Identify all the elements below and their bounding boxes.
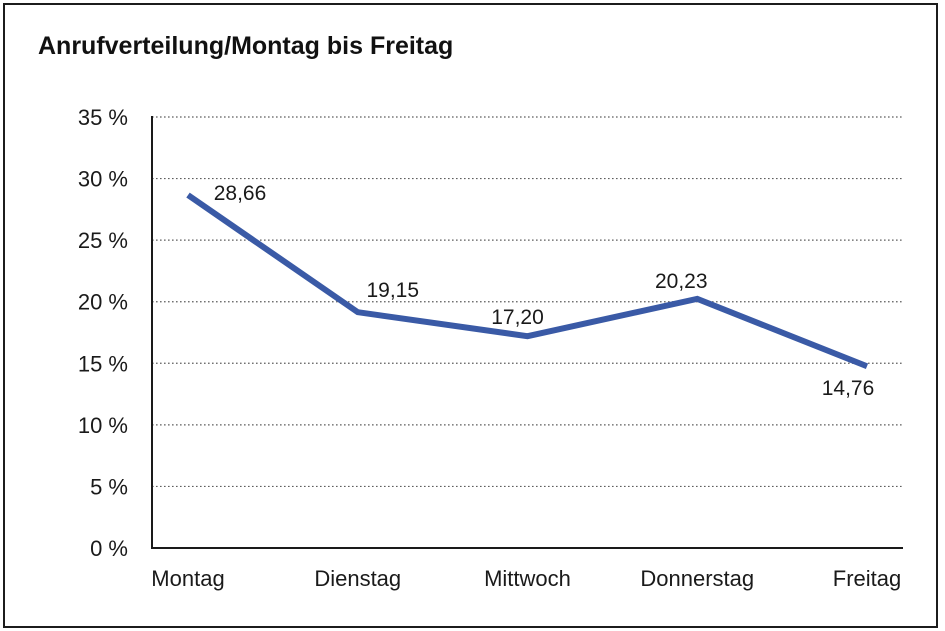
y-tick-label: 5 % [90, 474, 128, 499]
data-point-label: 20,23 [655, 270, 708, 293]
x-category-label: Montag [151, 566, 224, 591]
y-tick-label: 15 % [78, 351, 128, 376]
y-tick-label: 0 % [90, 536, 128, 561]
x-category-label: Donnerstag [640, 566, 754, 591]
y-tick-label: 25 % [78, 228, 128, 253]
chart-title: Anrufverteilung/Montag bis Freitag [38, 32, 454, 60]
data-point-label: 14,76 [822, 377, 875, 400]
x-category-label: Dienstag [314, 566, 401, 591]
data-point-label: 17,20 [491, 306, 544, 329]
y-tick-label: 30 % [78, 167, 128, 192]
y-tick-label: 10 % [78, 413, 128, 438]
y-tick-label: 35 % [78, 105, 128, 130]
y-tick-label: 20 % [78, 290, 128, 315]
x-category-label: Freitag [833, 566, 901, 591]
x-category-label: Mittwoch [484, 566, 571, 591]
data-point-label: 28,66 [214, 182, 267, 205]
series-line [186, 192, 869, 370]
data-point-label: 19,15 [366, 279, 419, 302]
chart-border-frame [3, 3, 938, 628]
